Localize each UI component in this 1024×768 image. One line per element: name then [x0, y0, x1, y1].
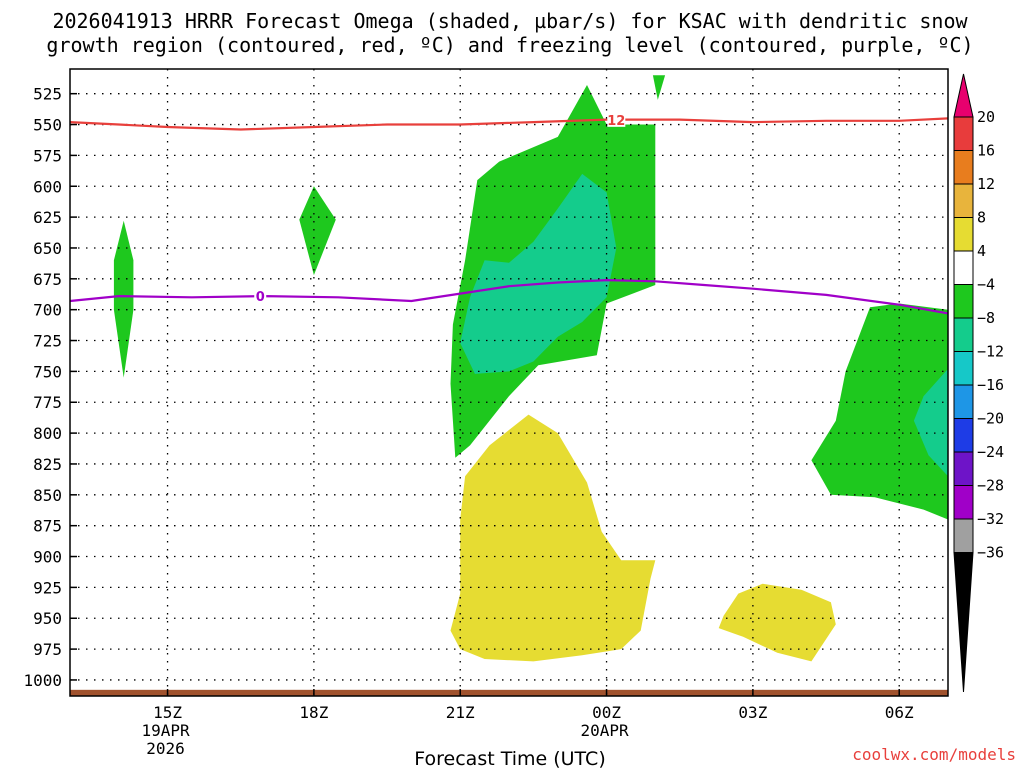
x-tick-date-15Z: 19APR	[141, 721, 190, 740]
contour-label-12: 12	[607, 114, 625, 129]
omega-neg4-diamond-18z	[299, 186, 336, 276]
y-tick-label-875: 875	[33, 517, 62, 536]
shaded-omega-layer	[113, 75, 948, 662]
y-tick-label-575: 575	[33, 146, 62, 165]
colorbar-label-10: −24	[977, 443, 1004, 461]
colorbar-label-12: −32	[977, 510, 1004, 528]
colorbar-seg-9	[953, 384, 974, 419]
colorbar-seg-10	[953, 418, 974, 453]
colorbar-seg-4	[953, 217, 974, 252]
chart-title-line1: 2026041913 HRRR Forecast Omega (shaded, …	[52, 9, 968, 33]
colorbar-seg-8	[953, 351, 974, 386]
terrain-strip	[70, 689, 948, 696]
x-tick-label-15Z: 15Z	[153, 703, 182, 722]
colorbar-seg-13	[953, 518, 974, 553]
x-axis-label: Forecast Time (UTC)	[414, 748, 605, 768]
colorbar-label-4: 4	[977, 242, 986, 260]
colorbar-label-13: −36	[977, 544, 1004, 562]
contour-layer: 12 0	[69, 112, 949, 315]
y-tick-label-600: 600	[33, 177, 62, 196]
omega-neg4-spike-14z	[113, 220, 134, 378]
y-tick-label-900: 900	[33, 548, 62, 567]
colorbar-label-9: −20	[977, 410, 1004, 428]
colorbar-label-7: −12	[977, 343, 1004, 361]
x-tick-label-06Z: 06Z	[885, 703, 914, 722]
contour-label-bg-12	[607, 112, 626, 127]
colorbar-seg-11	[953, 451, 974, 486]
y-tick-label-800: 800	[33, 424, 62, 443]
omega-pos4-lower-main	[450, 414, 656, 662]
colorbar-label-2: 12	[977, 175, 995, 193]
colorbar-seg-7	[953, 317, 974, 352]
omega-neg8-main	[460, 173, 617, 374]
y-tick-label-975: 975	[33, 640, 62, 659]
x-tick-label-18Z: 18Z	[299, 703, 328, 722]
contour-label-0: 0	[256, 290, 265, 305]
colorbar-seg-3	[953, 183, 974, 218]
colorbar-seg-6	[953, 284, 974, 319]
omega-neg4-top-sliver	[652, 75, 666, 100]
x-tick-year-15Z: 2026	[146, 739, 185, 758]
colorbar-label-1: 16	[977, 142, 995, 160]
y-tick-label-650: 650	[33, 239, 62, 258]
y-tick-label-925: 925	[33, 578, 62, 597]
omega-pos4-lower-right	[718, 583, 836, 662]
y-tick-label-950: 950	[33, 609, 62, 628]
y-tick-label-775: 775	[33, 393, 62, 412]
colorbar-label-11: −28	[977, 477, 1004, 495]
chart-title-line2: growth region (contoured, red, ºC) and f…	[46, 33, 973, 57]
terrain-layer	[70, 689, 948, 696]
colorbar: 20 16 12 8 4 −4 −8 −12 −16 −20 −24 −28 −32 −36	[953, 73, 1004, 693]
y-tick-label-525: 525	[33, 85, 62, 104]
y-tick-label-850: 850	[33, 486, 62, 505]
x-tick-label-00Z: 00Z	[592, 703, 621, 722]
plot-frame	[69, 68, 949, 697]
colorbar-label-0: 20	[977, 108, 995, 126]
y-tick-label-625: 625	[33, 208, 62, 227]
colorbar-seg-12	[953, 485, 974, 520]
contour-label-bg-0	[254, 288, 267, 303]
colorbar-label-3: 8	[977, 209, 986, 227]
omega-neg4-right	[811, 303, 948, 520]
y-axis-ticks: 525 550 575 600 625 650 675 700 725 750 775 800 825 8…	[23, 85, 77, 690]
y-tick-label-700: 700	[33, 301, 62, 320]
colorbar-label-5: −4	[977, 276, 995, 294]
y-tick-label-675: 675	[33, 270, 62, 289]
y-tick-label-750: 750	[33, 362, 62, 381]
x-tick-date-00Z: 20APR	[580, 721, 629, 740]
y-tick-label-550: 550	[33, 116, 62, 135]
y-tick-label-825: 825	[33, 455, 62, 474]
gridlines	[70, 69, 948, 696]
colorbar-label-6: −8	[977, 309, 995, 327]
credit-link[interactable]: coolwx.com/models	[852, 745, 1016, 764]
colorbar-arrow-bottom	[953, 552, 974, 693]
omega-neg8-right	[913, 368, 948, 477]
colorbar-seg-5	[953, 250, 974, 285]
colorbar-label-8: −16	[977, 376, 1004, 394]
contour-dendritic-growth-12C	[69, 117, 949, 131]
x-tick-label-03Z: 03Z	[738, 703, 767, 722]
colorbar-seg-1	[953, 116, 974, 151]
y-tick-label-1000: 1000	[23, 671, 62, 690]
y-tick-label-725: 725	[33, 332, 62, 351]
colorbar-seg-2	[953, 150, 974, 185]
x-tick-label-21Z: 21Z	[446, 703, 475, 722]
contour-freezing-level-0C	[69, 279, 949, 315]
